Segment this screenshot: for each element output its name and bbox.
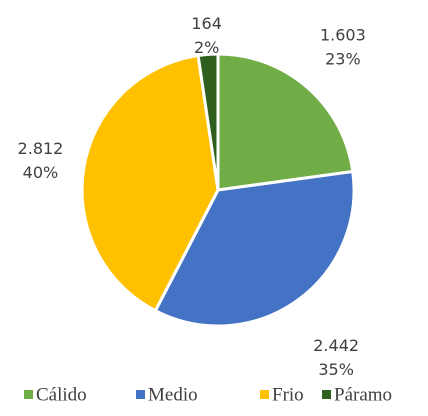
percent-label: 2%: [194, 38, 219, 57]
legend-swatch: [136, 390, 145, 399]
legend-item: Medio: [136, 384, 198, 405]
legend-label: Medio: [148, 384, 198, 405]
legend-item: Cálido: [24, 384, 87, 405]
legend-swatch: [260, 390, 269, 399]
percent-label: 40%: [23, 163, 59, 182]
percent-label: 23%: [325, 49, 361, 68]
legend-swatch: [24, 390, 33, 399]
legend-item: Páramo: [322, 384, 392, 405]
value-label: 1.603: [320, 25, 366, 44]
percent-label: 35%: [318, 360, 354, 379]
value-label: 2.812: [18, 139, 64, 158]
pie-slice: [196, 52, 220, 191]
legend-label: Páramo: [334, 384, 392, 405]
value-label: 2.442: [313, 336, 359, 355]
pie-slice: [153, 169, 356, 328]
legend-item: Frio: [260, 384, 304, 405]
value-label: 164: [191, 14, 222, 33]
pie-slice: [80, 53, 220, 313]
pie-slice: [216, 52, 355, 192]
legend-label: Frio: [272, 384, 304, 405]
legend-label: Cálido: [36, 384, 87, 405]
legend-swatch: [322, 390, 331, 399]
